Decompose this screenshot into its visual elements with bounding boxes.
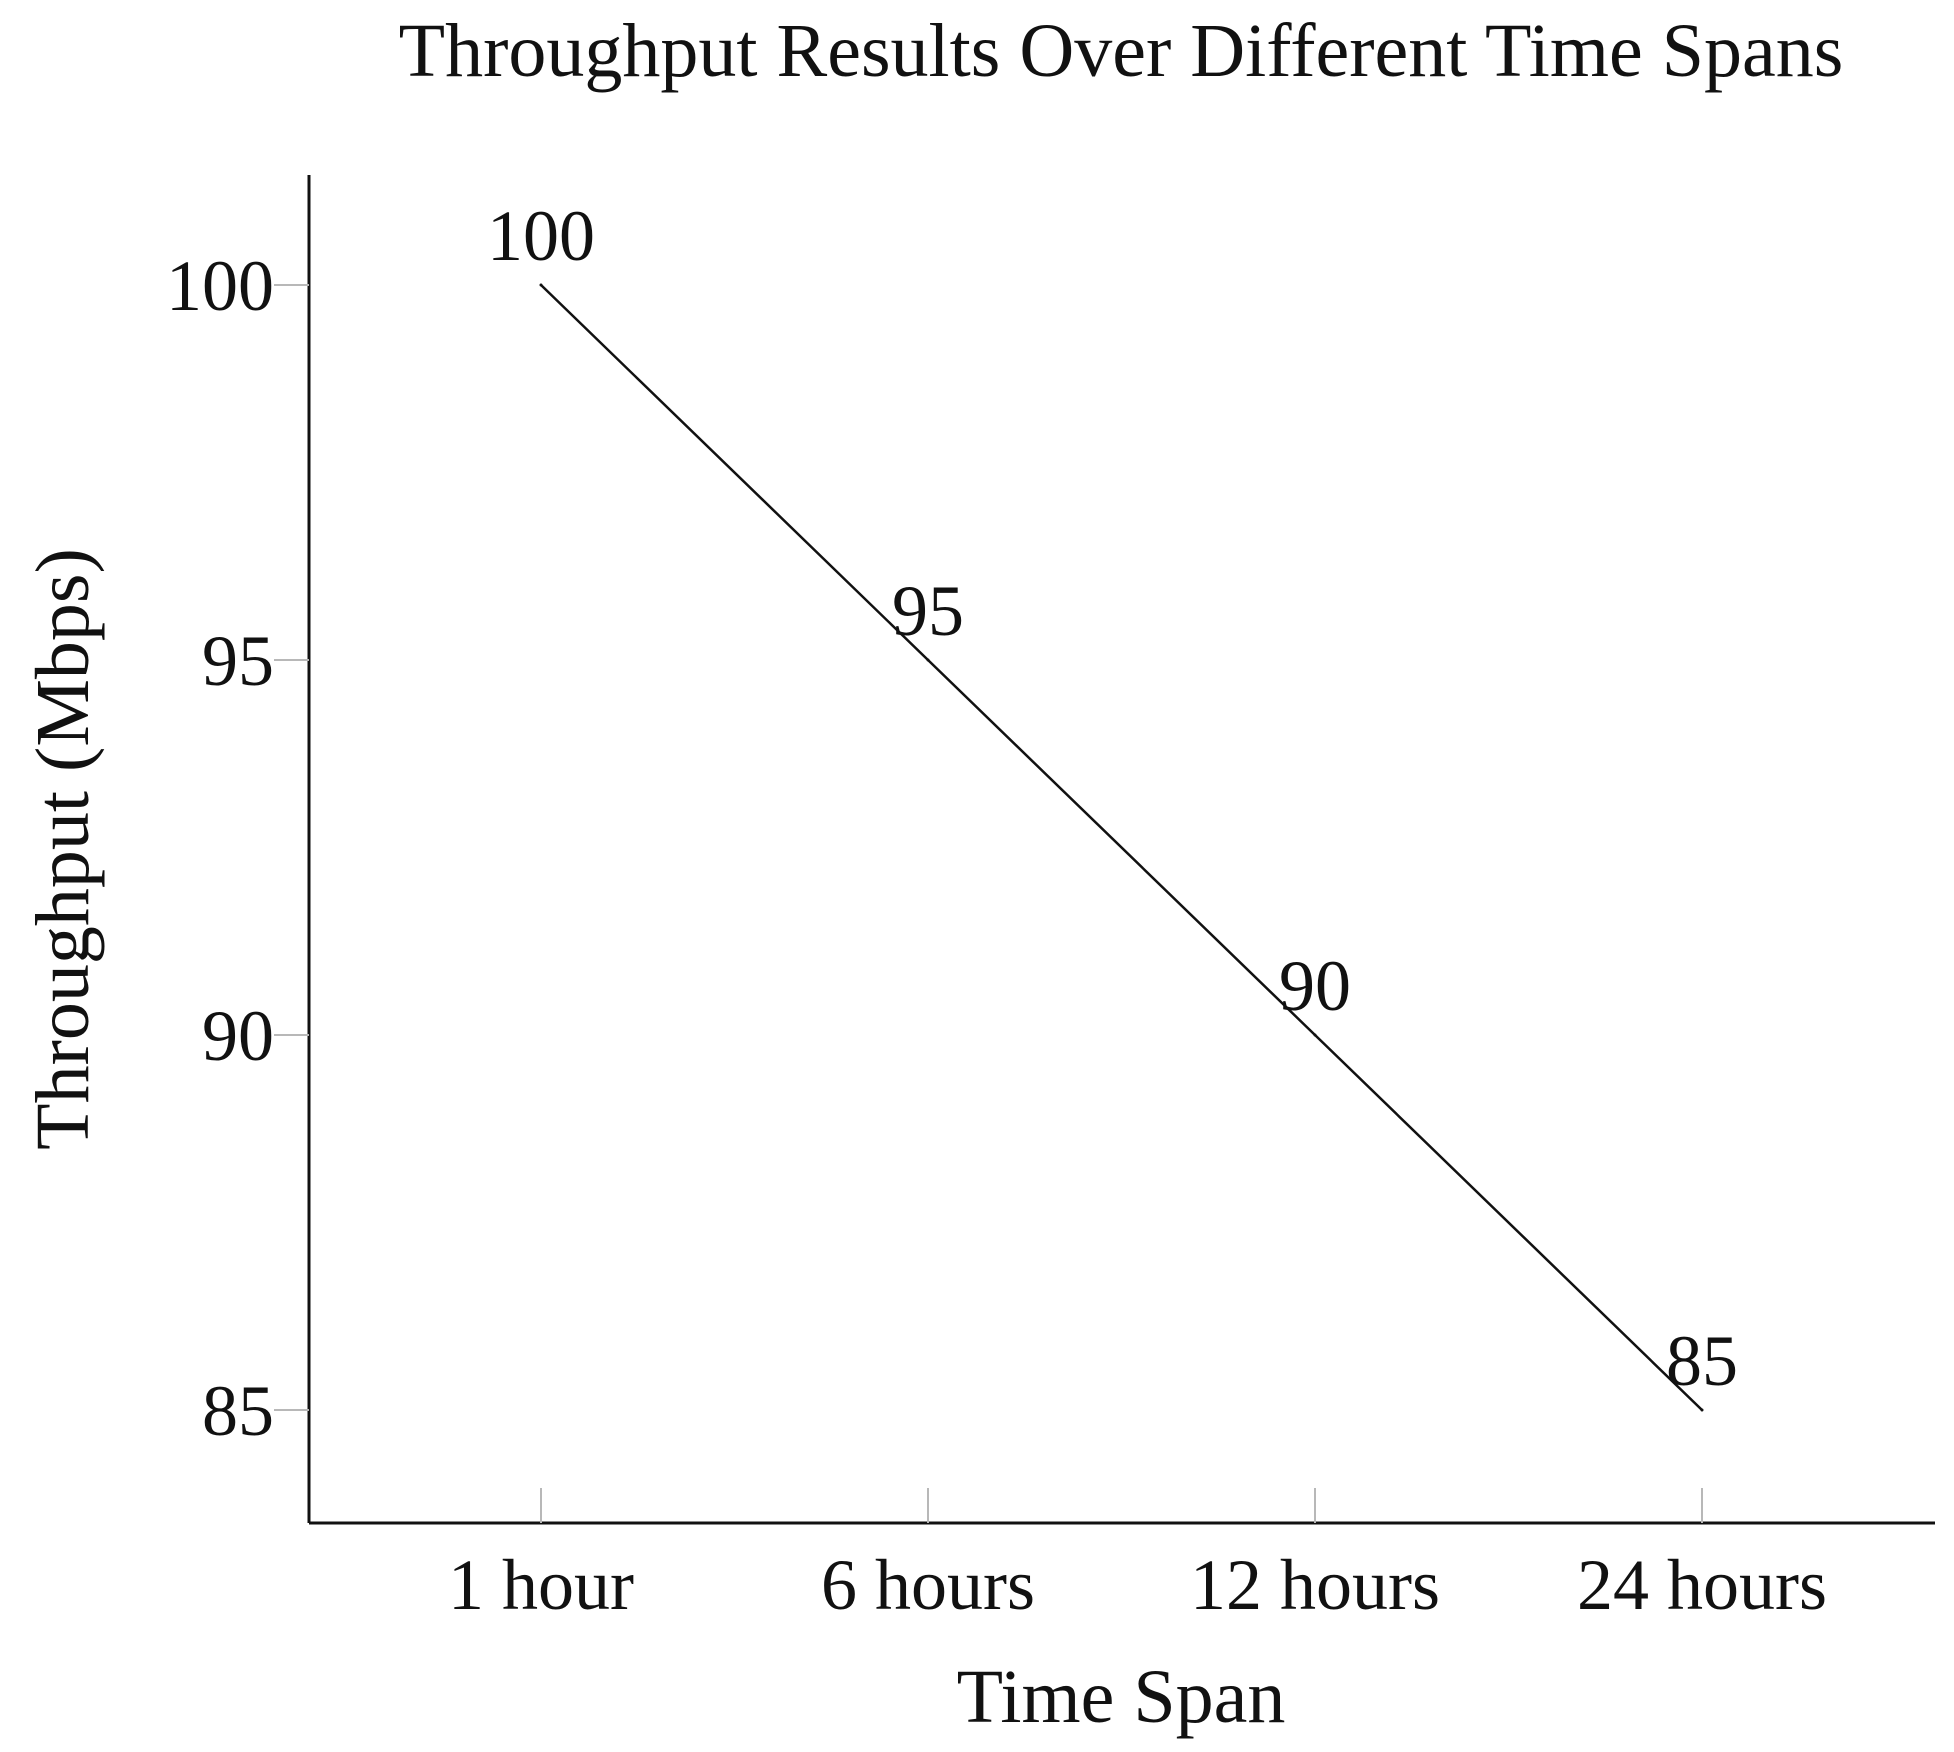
data-labels: 100 95 90 85	[487, 196, 1738, 1401]
data-point	[539, 283, 543, 287]
chart-title: Throughput Results Over Different Time S…	[399, 9, 1844, 93]
y-tick-label: 95	[202, 621, 274, 701]
data-point	[1313, 1033, 1317, 1037]
series-line	[539, 283, 1704, 1412]
x-tick-label: 1 hour	[448, 1545, 634, 1625]
y-axis-label: Throughput (Mbps)	[21, 548, 105, 1150]
data-label: 100	[487, 196, 595, 276]
x-tick-label: 12 hours	[1190, 1545, 1440, 1625]
data-point	[1700, 1408, 1704, 1412]
y-tick-label: 100	[166, 246, 274, 326]
data-label: 85	[1666, 1321, 1738, 1401]
x-tick-label: 24 hours	[1577, 1545, 1827, 1625]
y-tick-label: 90	[202, 996, 274, 1076]
data-point	[926, 658, 930, 662]
y-tick-label: 85	[202, 1371, 274, 1451]
series-layer	[539, 283, 1704, 1412]
data-label: 95	[892, 571, 964, 651]
data-label: 90	[1279, 946, 1351, 1026]
x-axis-ticks: 1 hour 6 hours 12 hours 24 hours	[448, 1488, 1827, 1625]
x-tick-label: 6 hours	[821, 1545, 1035, 1625]
x-axis-label: Time Span	[957, 1655, 1286, 1739]
y-axis-ticks: 85 90 95 100	[166, 246, 309, 1451]
